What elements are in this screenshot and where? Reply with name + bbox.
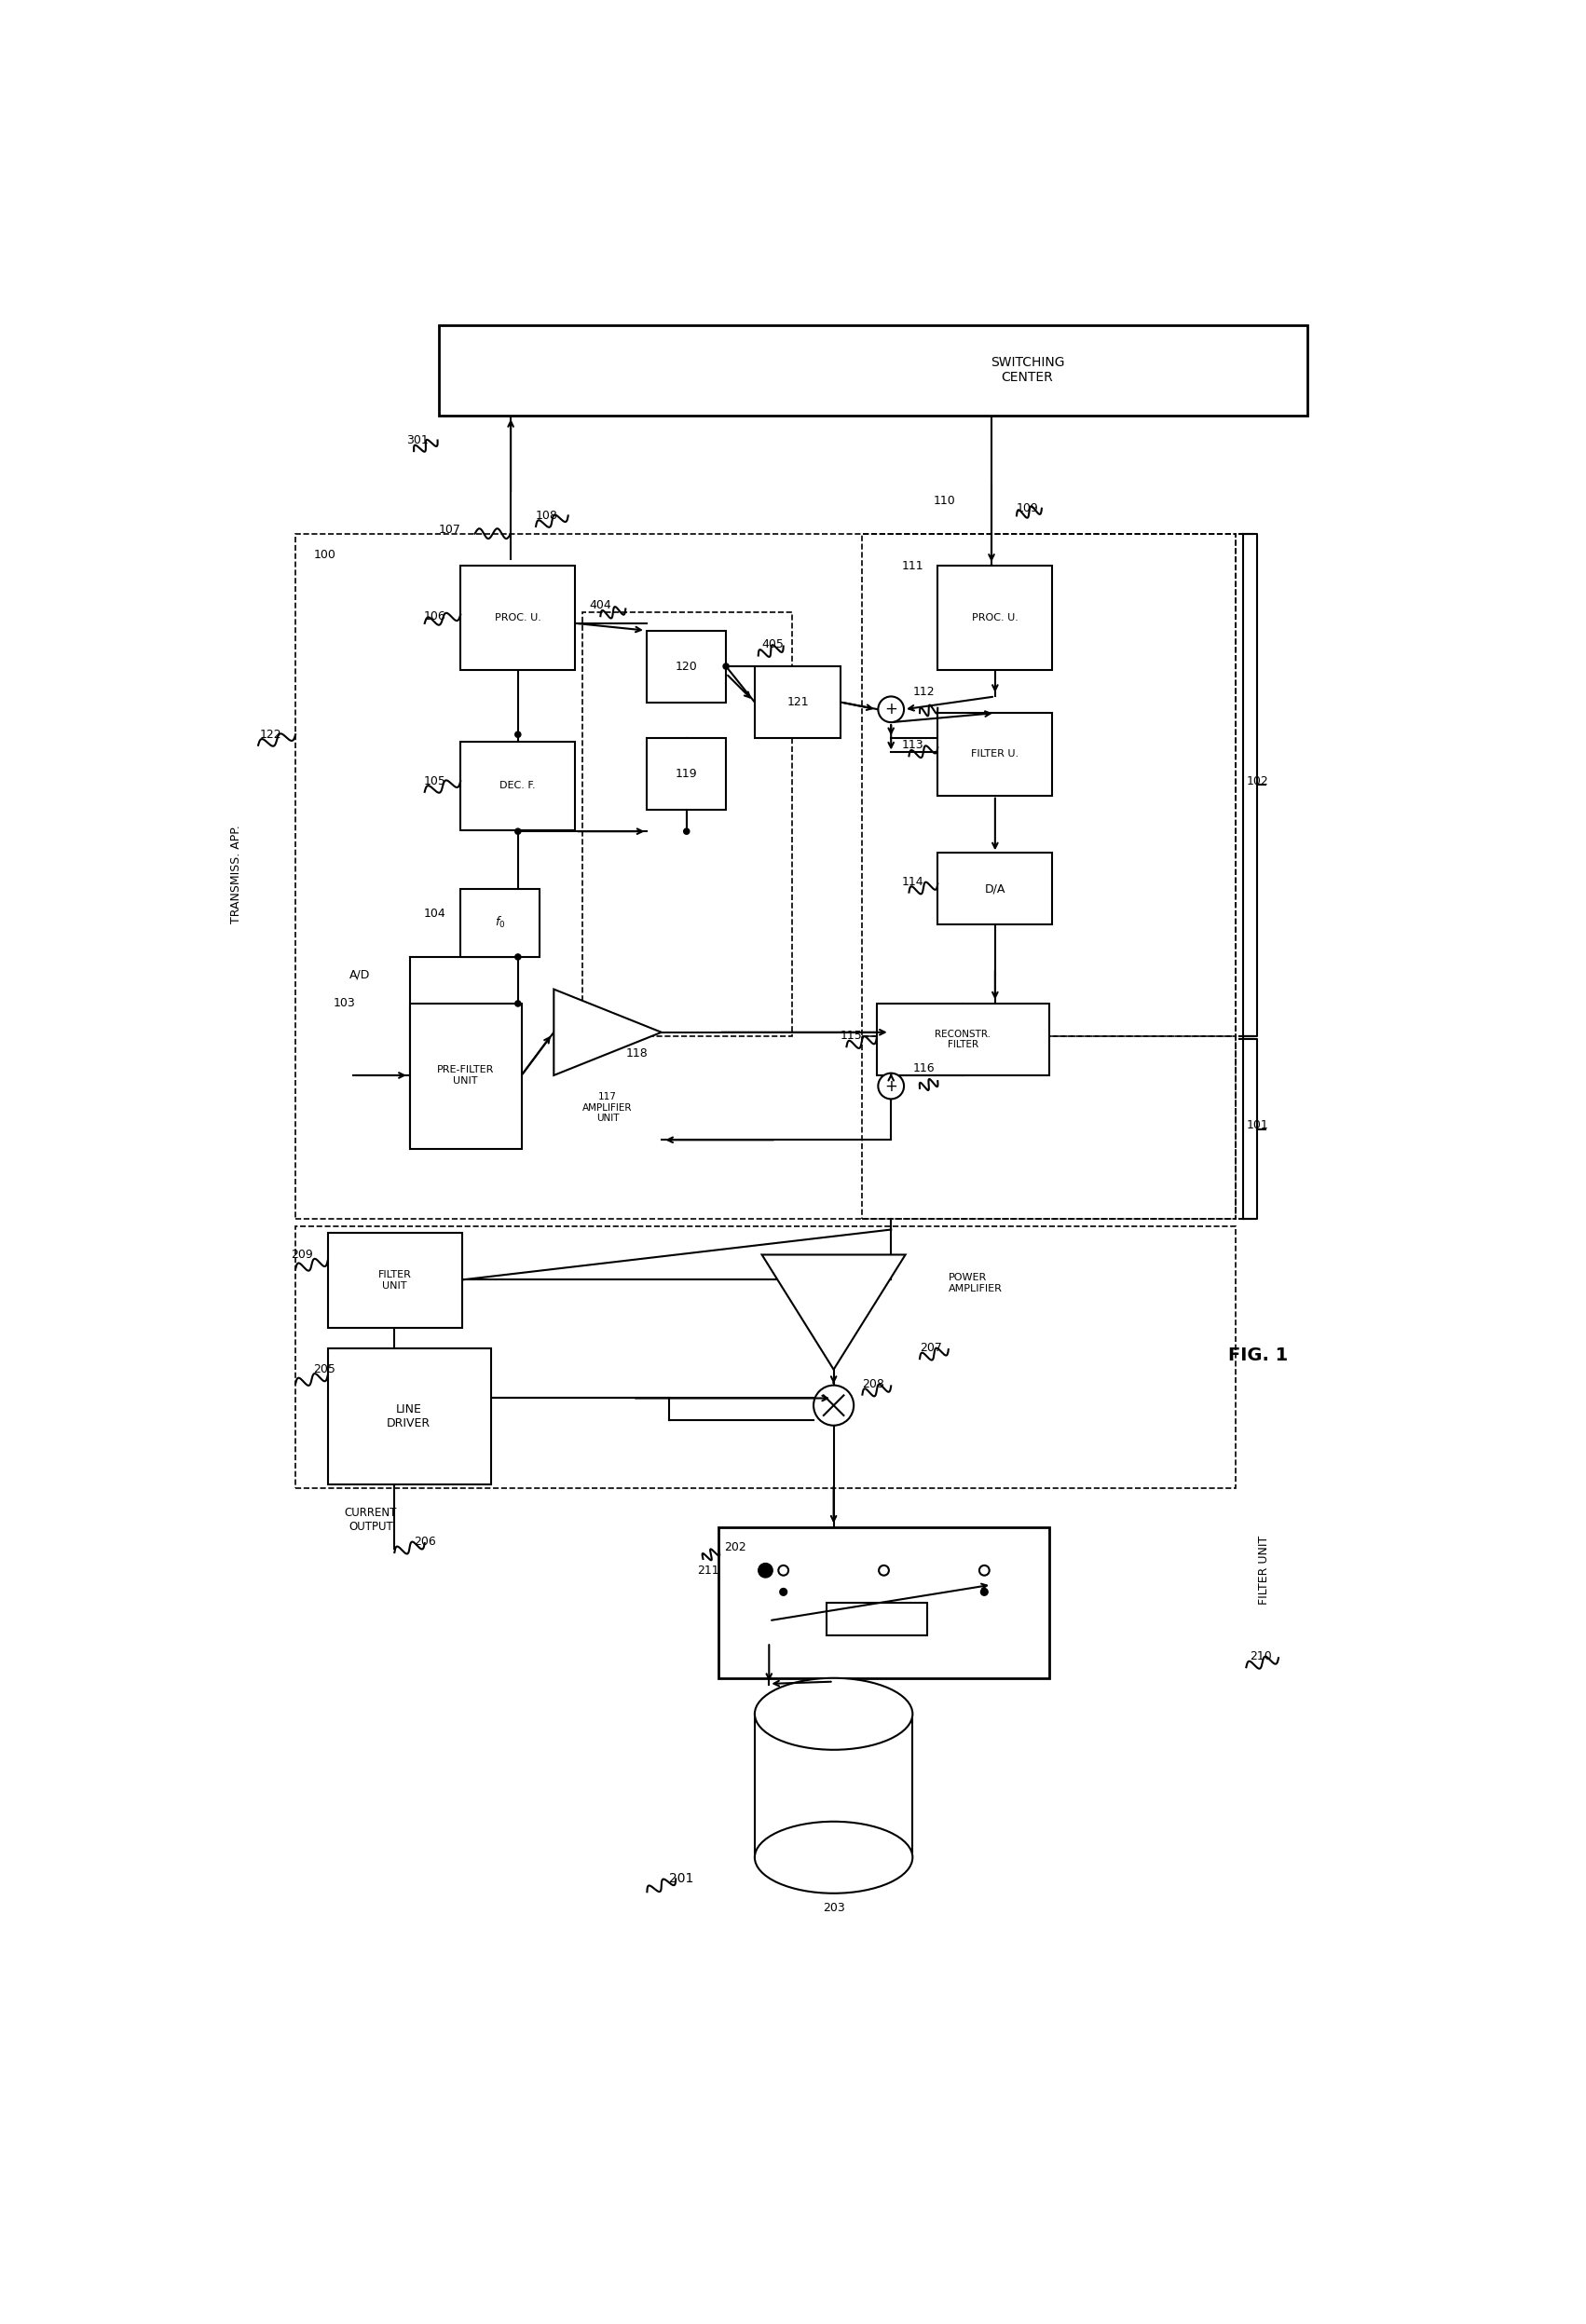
Polygon shape [554,990,661,1076]
Text: CURRENT
OUTPUT: CURRENT OUTPUT [344,1508,396,1534]
Text: FIG. 1: FIG. 1 [1228,1346,1288,1364]
Text: 117
AMPLIFIER
UNIT: 117 AMPLIFIER UNIT [582,1092,633,1122]
Bar [647,630,726,702]
Text: RECONSTR.
FILTER: RECONSTR. FILTER [934,1030,991,1050]
Circle shape [779,1566,788,1576]
Circle shape [723,662,730,669]
Text: 105: 105 [423,776,446,788]
Circle shape [814,1385,853,1425]
Text: 202: 202 [725,1541,747,1552]
Bar [718,1527,1048,1678]
Text: 107: 107 [438,523,460,537]
Text: 100: 100 [314,548,336,560]
Ellipse shape [755,1822,912,1894]
Text: 121: 121 [787,697,809,709]
Text: 207: 207 [920,1341,942,1355]
Text: +: + [885,702,898,718]
Bar [328,1234,462,1327]
Circle shape [780,1587,787,1597]
Text: FILTER U.: FILTER U. [971,748,1018,758]
Text: 102: 102 [1247,776,1269,788]
Circle shape [684,827,690,834]
Text: 111: 111 [901,560,923,572]
Text: 405: 405 [761,639,783,651]
Bar [937,853,1053,925]
Text: 404: 404 [590,600,612,611]
Bar [863,535,1235,1037]
Bar [439,325,1307,416]
Text: D/A: D/A [985,883,1006,895]
Text: POWER
AMPLIFIER: POWER AMPLIFIER [948,1274,1002,1294]
Text: $f_0$: $f_0$ [495,916,506,930]
Text: 113: 113 [901,739,923,751]
Text: 206: 206 [414,1536,436,1548]
Ellipse shape [755,1678,912,1750]
Circle shape [515,1002,520,1006]
Text: FILTER
UNIT: FILTER UNIT [377,1271,411,1290]
Text: 122: 122 [260,727,282,741]
Circle shape [515,732,520,737]
Text: 103: 103 [333,997,355,1009]
Text: LINE
DRIVER: LINE DRIVER [387,1404,431,1429]
Text: 119: 119 [676,767,698,781]
Bar [295,535,1235,1218]
Text: DEC. F.: DEC. F. [500,781,536,790]
Text: 118: 118 [625,1048,647,1060]
Circle shape [879,1566,888,1576]
Text: 110: 110 [934,495,956,507]
Bar [755,667,841,739]
Text: 201: 201 [669,1873,693,1885]
Circle shape [758,1564,772,1578]
Text: 116: 116 [912,1062,934,1074]
Text: 106: 106 [423,611,446,623]
Text: 209: 209 [292,1248,314,1260]
Text: 108: 108 [536,509,558,521]
Text: PROC. U.: PROC. U. [972,614,1018,623]
Text: 211: 211 [696,1564,718,1576]
Text: 203: 203 [823,1901,845,1913]
Bar [582,614,791,1037]
Text: PRE-FILTER
UNIT: PRE-FILTER UNIT [438,1064,495,1085]
Text: 120: 120 [676,660,698,672]
Bar [937,713,1053,795]
Text: 104: 104 [423,909,446,920]
Text: 208: 208 [863,1378,885,1390]
Text: TRANSMISS. APP.: TRANSMISS. APP. [230,825,243,923]
Bar [826,1604,926,1636]
Text: 205: 205 [314,1364,336,1376]
Bar [937,565,1053,669]
Text: 210: 210 [1250,1650,1272,1662]
Bar [863,1037,1235,1218]
Bar [328,1348,490,1485]
Text: PROC. U.: PROC. U. [495,614,541,623]
Text: FILTER UNIT: FILTER UNIT [1258,1536,1270,1606]
Bar [411,1004,522,1148]
Bar [295,1227,1235,1487]
Text: 301: 301 [406,435,428,446]
Text: A/D: A/D [349,969,370,981]
Text: SWITCHING
CENTER: SWITCHING CENTER [990,356,1064,383]
Bar [877,1004,1048,1076]
Bar [460,888,539,957]
Text: 109: 109 [1017,502,1039,514]
Circle shape [515,827,520,834]
Polygon shape [761,1255,906,1369]
Circle shape [979,1566,990,1576]
Text: +: + [885,1078,898,1095]
Bar [647,739,726,809]
Text: 115: 115 [841,1030,863,1041]
Bar [460,565,576,669]
Circle shape [879,1074,904,1099]
Bar [460,741,576,830]
Text: 101: 101 [1247,1120,1269,1132]
Circle shape [980,1587,988,1597]
Circle shape [515,955,520,960]
Text: 112: 112 [912,686,934,697]
Circle shape [879,697,904,723]
Text: 114: 114 [901,876,923,888]
Circle shape [761,1566,769,1576]
